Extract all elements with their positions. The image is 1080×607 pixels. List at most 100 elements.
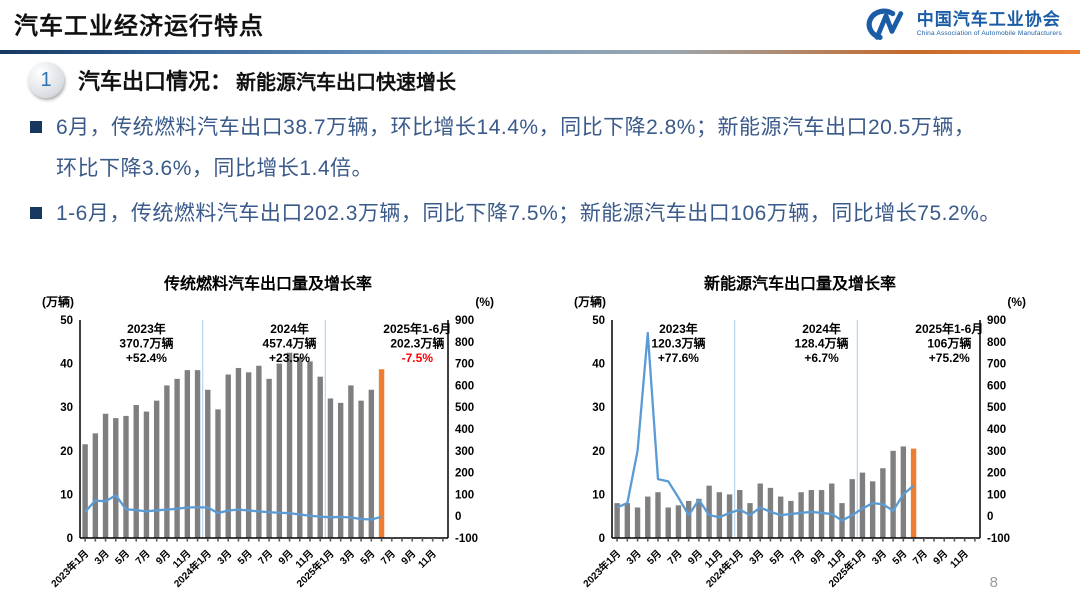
bar — [685, 500, 692, 538]
bar — [358, 400, 364, 538]
x-tick-label: 7月 — [378, 548, 397, 567]
x-tick-label: 5月 — [235, 548, 254, 567]
x-tick-label: 9月 — [686, 548, 705, 567]
bar — [829, 483, 835, 538]
annotation: 2025年1-6月 — [383, 321, 451, 336]
bar — [788, 500, 794, 538]
right-tick-label: 900 — [987, 315, 1006, 327]
bar — [348, 385, 354, 538]
left-axis-unit-label: (万辆) — [42, 294, 74, 309]
bar — [675, 505, 682, 538]
left-tick-label: 10 — [592, 489, 605, 501]
growth-line — [616, 331, 915, 522]
bar — [665, 507, 671, 538]
x-tick-label: 5月 — [767, 548, 786, 567]
section-heading: 汽车出口情况： — [78, 69, 233, 94]
bar — [184, 370, 191, 538]
right-tick-label: 300 — [455, 446, 474, 458]
left-tick-label: 40 — [592, 359, 605, 371]
bar — [337, 402, 344, 538]
x-tick-label: 11月 — [416, 548, 439, 571]
bar — [297, 357, 303, 538]
bullet-text: 1-6月，传统燃料汽车出口202.3万辆，同比下降7.5%；新能源汽车出口106… — [56, 201, 1001, 225]
annotation: 457.4万辆 — [263, 336, 317, 351]
x-tick-label: 9月 — [154, 548, 173, 567]
bar — [808, 490, 815, 538]
header-divider — [0, 50, 1080, 54]
bar — [777, 496, 784, 538]
bar — [696, 498, 702, 538]
bar — [133, 405, 139, 538]
left-tick-label: 30 — [60, 402, 73, 414]
bar — [716, 492, 723, 538]
x-tick-label: 3月 — [215, 548, 234, 567]
section-title-row: 汽车出口情况： 新能源汽车出口快速增长 — [78, 64, 456, 96]
bullet-marker-icon — [30, 121, 42, 133]
right-tick-label: 700 — [987, 359, 1006, 371]
bar — [164, 385, 170, 538]
annotation: 2024年 — [802, 321, 841, 336]
bar — [245, 372, 252, 538]
right-tick-label: 0 — [455, 511, 461, 523]
x-tick-label: 5月 — [890, 548, 909, 567]
logo-cm-icon — [866, 8, 904, 40]
x-tick-label: 5月 — [113, 548, 132, 567]
bar — [113, 418, 119, 538]
left-tick-label: 20 — [60, 446, 73, 458]
bar — [900, 446, 907, 538]
bar — [634, 507, 641, 538]
bar — [890, 450, 896, 538]
chart-traditional-fuel-exports: 传统燃料汽车出口量及增长率 (万辆) (%) 0 10 20 30 40 50 -100 0 100… — [28, 270, 508, 607]
right-tick-label: 100 — [455, 489, 474, 501]
bar — [102, 413, 109, 538]
bar — [757, 483, 763, 538]
bar — [645, 496, 651, 538]
bar — [624, 503, 631, 538]
right-tick-label: -100 — [987, 533, 1010, 545]
x-tick-label: 3月 — [92, 548, 111, 567]
x-tick-label: 7月 — [665, 548, 684, 567]
bar — [276, 363, 283, 538]
bar — [266, 378, 272, 538]
annotation: +52.4% — [126, 351, 167, 365]
annotation: +75.2% — [929, 351, 970, 365]
right-tick-label: 600 — [455, 380, 474, 392]
annotation: 202.3万辆 — [390, 336, 444, 351]
right-tick-label: 800 — [455, 337, 474, 349]
annotation: 370.7万辆 — [119, 336, 173, 351]
charts-row: 传统燃料汽车出口量及增长率 (万辆) (%) 0 10 20 30 40 50 -100 0 100… — [28, 270, 1040, 607]
x-tick-label: 2023年1月 — [48, 547, 91, 590]
x-tick-label: 7月 — [788, 548, 807, 567]
x-tick-label: 3月 — [624, 548, 643, 567]
bar — [92, 433, 99, 538]
x-tick-label: 9月 — [808, 548, 827, 567]
bar — [225, 374, 231, 538]
annotation: -7.5% — [402, 351, 434, 365]
chart-title: 新能源汽车出口量及增长率 — [703, 276, 896, 293]
bar — [317, 376, 323, 538]
logo-org-name: 中国汽车工业协会 — [916, 10, 1061, 30]
section-header: 1 汽车出口情况： 新能源汽车出口快速增长 — [28, 62, 456, 98]
chart-canvas: (万辆) (%) 0 10 20 30 40 50 -100 0 100 200 300 400 500 60… — [574, 294, 1026, 590]
bar — [655, 492, 661, 538]
right-tick-label: 200 — [455, 468, 474, 480]
bar — [143, 411, 150, 538]
bar — [194, 370, 201, 538]
annotation: 128.4万辆 — [795, 336, 849, 351]
logo-text: 中国汽车工业协会 China Association of Automobile… — [916, 10, 1062, 36]
bar — [378, 369, 385, 538]
bar — [910, 448, 917, 538]
bar — [215, 409, 221, 538]
annotation: 2023年 — [659, 321, 698, 336]
right-axis-unit-label: (%) — [475, 295, 494, 309]
annotation: +6.7% — [804, 351, 839, 365]
bar — [614, 503, 620, 538]
bullet-list: 6月，传统燃料汽车出口38.7万辆，环比增长14.4%，同比下降2.8%；新能源… — [30, 108, 1060, 239]
x-tick-label: 11月 — [948, 548, 971, 571]
right-tick-label: 500 — [455, 402, 474, 414]
left-tick-label: 50 — [60, 315, 73, 327]
bar — [327, 398, 334, 538]
x-tick-label: 3月 — [338, 548, 357, 567]
left-tick-label: 0 — [67, 533, 73, 545]
section-subheading: 新能源汽车出口快速增长 — [236, 72, 457, 94]
